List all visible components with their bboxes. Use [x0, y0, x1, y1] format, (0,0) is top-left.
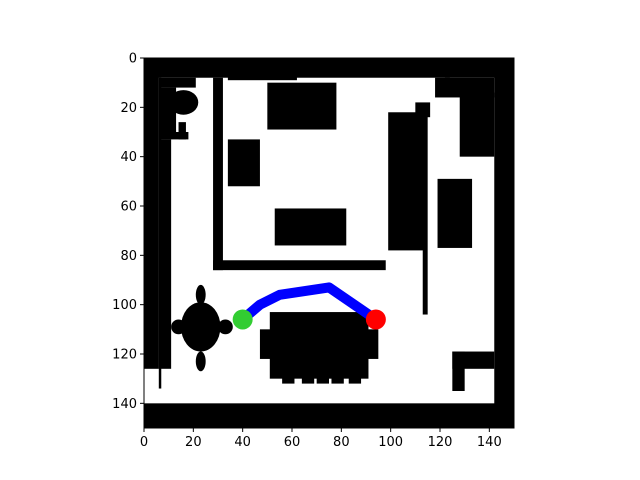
y-tick-label: 80	[120, 249, 137, 264]
obstacle-24	[452, 351, 465, 391]
obstacle-0	[144, 58, 514, 78]
obstacle-1	[144, 403, 514, 428]
x-tick-label: 80	[333, 435, 350, 450]
obstacle-20	[435, 77, 495, 98]
planned-path	[239, 282, 379, 324]
obstacle-7	[178, 122, 186, 140]
obstacle-27	[282, 373, 295, 384]
obstacle-28	[301, 373, 315, 384]
obstacle-19	[422, 112, 428, 315]
obstacle-blob-0	[168, 90, 199, 115]
x-tick-label: 100	[378, 435, 403, 450]
x-tick-label: 60	[284, 435, 301, 450]
y-tick-label: 20	[120, 101, 137, 116]
obstacle-13	[227, 75, 297, 81]
obstacle-26	[259, 329, 379, 359]
x-tick-label: 0	[140, 435, 148, 450]
y-tick-label: 100	[112, 298, 137, 313]
obstacle-blob-1	[181, 302, 221, 352]
obstacle-10	[213, 77, 223, 271]
obstacle-17	[388, 112, 426, 251]
obstacle-blob-2	[195, 284, 206, 305]
axes-layer: 0 20 40 60 80 100 120 140 0 20 40 60 80 100 120 140	[112, 52, 515, 450]
obstacle-22	[437, 178, 473, 248]
obstacle-29	[316, 373, 329, 384]
path-layer	[239, 282, 379, 324]
x-tick-label: 40	[234, 435, 251, 450]
y-tick-label: 0	[129, 52, 137, 67]
obstacle-blob-3	[195, 351, 206, 372]
obstacle-30	[331, 373, 344, 384]
obstacle-3	[494, 58, 514, 428]
obstacle-9	[158, 139, 172, 369]
obstacle-31	[348, 373, 362, 384]
start-marker	[232, 309, 253, 330]
obstacle-15	[227, 139, 260, 187]
x-tick-label: 140	[477, 435, 502, 450]
y-tick-label: 40	[120, 150, 137, 165]
obstacle-layer	[144, 58, 514, 428]
obstacle-blob-5	[218, 319, 233, 335]
y-tick-label: 140	[112, 397, 137, 412]
obstacle-11	[213, 260, 386, 271]
goal-marker	[365, 309, 386, 330]
marker-layer	[232, 309, 386, 330]
x-tick-label: 20	[185, 435, 202, 450]
y-tick-label: 120	[112, 348, 137, 363]
obstacle-16	[274, 208, 347, 246]
obstacle-14	[267, 82, 337, 130]
x-tick-label: 120	[428, 435, 453, 450]
obstacle-5	[158, 77, 196, 88]
obstacle-21	[459, 92, 495, 157]
obstacle-blob-4	[171, 319, 186, 335]
obstacle-2	[144, 58, 159, 369]
plot-frame	[143, 57, 515, 429]
y-tick-label: 60	[120, 200, 137, 215]
obstacle-6	[158, 132, 189, 140]
